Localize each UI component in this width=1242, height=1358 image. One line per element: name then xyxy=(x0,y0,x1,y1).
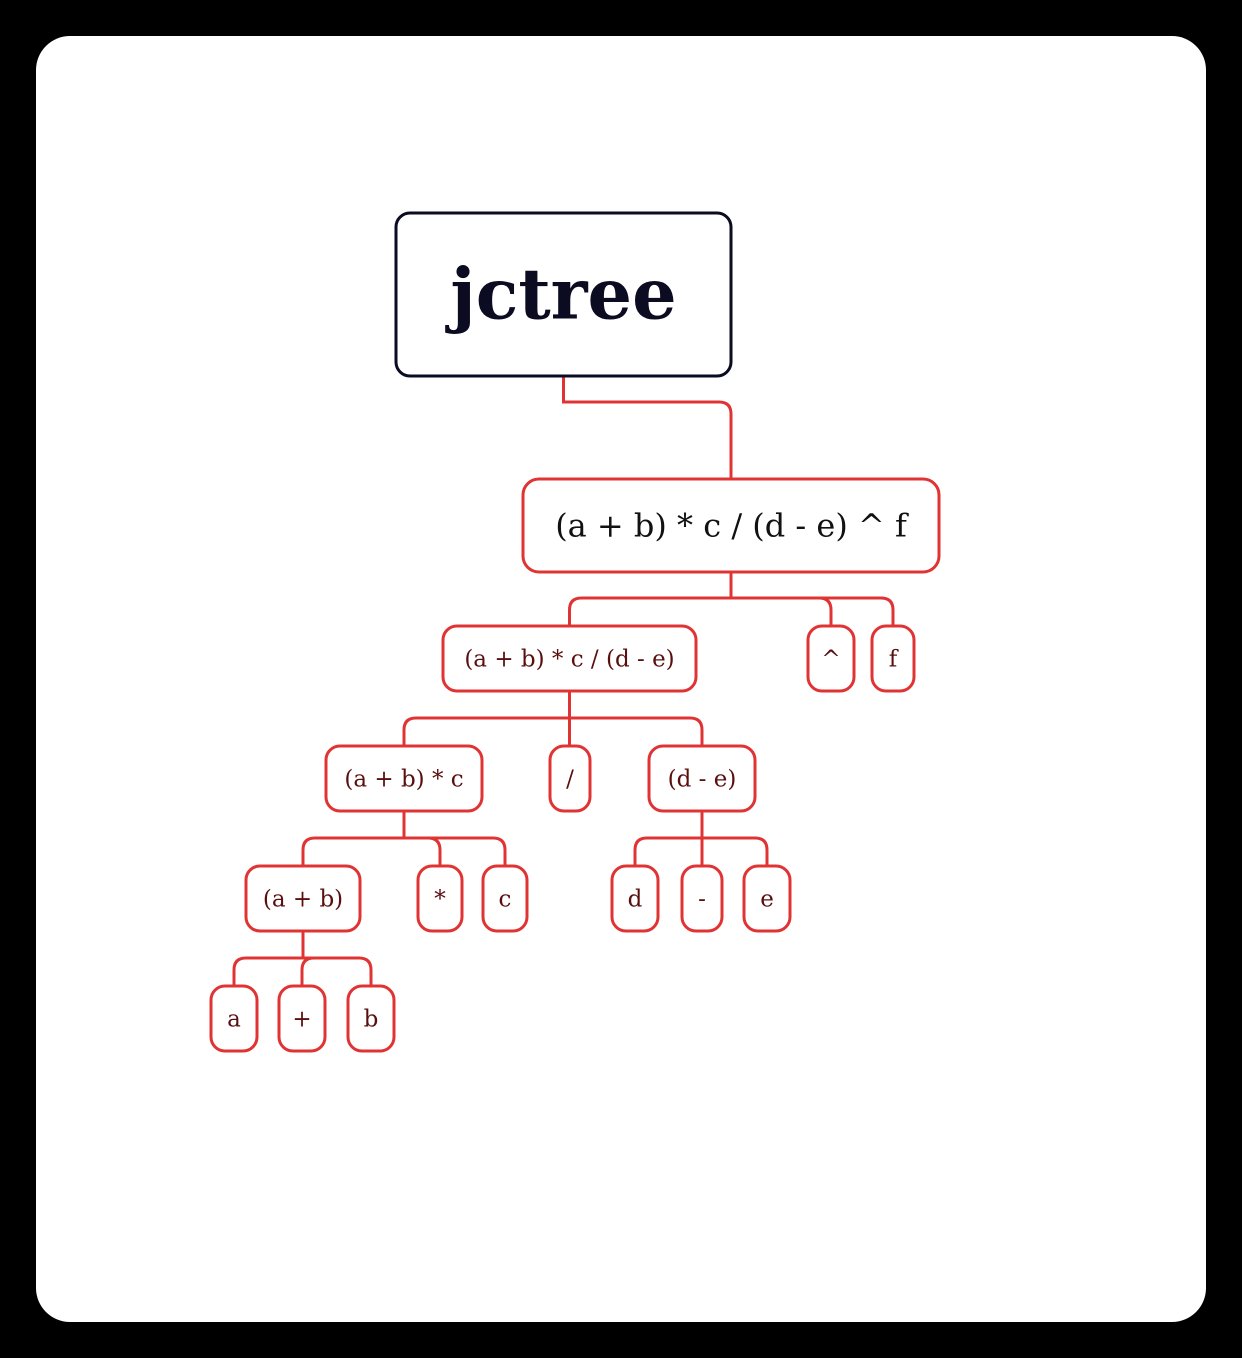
node-label: f xyxy=(889,647,899,673)
node-box xyxy=(346,984,396,1053)
node-box xyxy=(324,744,484,813)
root-label: jctree xyxy=(444,253,676,336)
tree-node-leaf-e: e xyxy=(742,864,792,933)
node-box xyxy=(394,211,733,378)
node-label: (a + b) * c / (d - e) xyxy=(464,647,674,673)
node-box xyxy=(277,984,327,1053)
node-box xyxy=(870,624,916,693)
tree-node-leaf-b: b xyxy=(346,984,396,1053)
tree-node-expr-add: (a + b) xyxy=(244,864,362,933)
node-label: e xyxy=(760,887,774,913)
connector-expr_add-to-leaf_a xyxy=(232,931,305,986)
connector-expr_add-to-leaf_b xyxy=(301,931,373,986)
connector-expr_full-to-expr_left xyxy=(568,572,733,626)
tree-node-op-div: / xyxy=(548,744,592,813)
tree-node-op-plus: + xyxy=(277,984,327,1053)
node-label: (a + b) xyxy=(263,887,343,913)
node-box xyxy=(521,477,941,574)
node-label: c xyxy=(499,887,512,913)
connector-expr_mul-to-expr_add xyxy=(301,811,406,866)
node-label: - xyxy=(698,887,706,913)
node-label: (a + b) * c xyxy=(344,767,463,793)
tree-node-op-caret: ^ xyxy=(806,624,856,693)
node-label: * xyxy=(434,887,446,913)
node-box xyxy=(416,864,464,933)
connector-expr_left-to-expr_mul xyxy=(402,691,571,746)
nodes: jctree (a + b) * c / (d - e) ^ f (a + b) *… xyxy=(209,211,941,1053)
node-box xyxy=(742,864,792,933)
node-label: (a + b) * c / (d - e) ^ f xyxy=(555,507,909,545)
connector-expr_full-to-leaf_f xyxy=(729,572,895,626)
node-box xyxy=(209,984,259,1053)
node-box xyxy=(647,744,757,813)
node-box xyxy=(610,864,660,933)
tree-node-leaf-a: a xyxy=(209,984,259,1053)
connector-expr_sub-to-leaf_d xyxy=(633,811,704,866)
node-label: b xyxy=(364,1007,379,1033)
tree-node-leaf-f: f xyxy=(870,624,916,693)
connector-expr_mul-to-leaf_c xyxy=(402,811,507,866)
tree-node-expr-full: (a + b) * c / (d - e) ^ f xyxy=(521,477,941,574)
tree-node-expr-mul: (a + b) * c xyxy=(324,744,484,813)
tree-node-expr-left: (a + b) * c / (d - e) xyxy=(441,624,698,693)
tree-node-op-minus: - xyxy=(680,864,724,933)
node-label: ^ xyxy=(821,647,840,673)
tree-node-leaf-d: d xyxy=(610,864,660,933)
connectors xyxy=(232,376,895,986)
node-box xyxy=(481,864,529,933)
root-node: jctree xyxy=(394,211,733,378)
connector-expr_left-to-expr_sub xyxy=(568,691,704,746)
node-label: (d - e) xyxy=(668,767,737,793)
node-box xyxy=(548,744,592,813)
node-box xyxy=(244,864,362,933)
node-label: / xyxy=(566,767,574,793)
node-box xyxy=(441,624,698,693)
node-label: + xyxy=(292,1007,311,1033)
connector-root-to-expr_full xyxy=(562,376,733,479)
tree-node-op-mul: * xyxy=(416,864,464,933)
node-box xyxy=(680,864,724,933)
node-label: a xyxy=(227,1007,241,1033)
connector-expr_sub-to-leaf_e xyxy=(700,811,769,866)
node-box xyxy=(806,624,856,693)
tree-node-leaf-c: c xyxy=(481,864,529,933)
tree-node-expr-sub: (d - e) xyxy=(647,744,757,813)
node-label: d xyxy=(628,887,643,913)
